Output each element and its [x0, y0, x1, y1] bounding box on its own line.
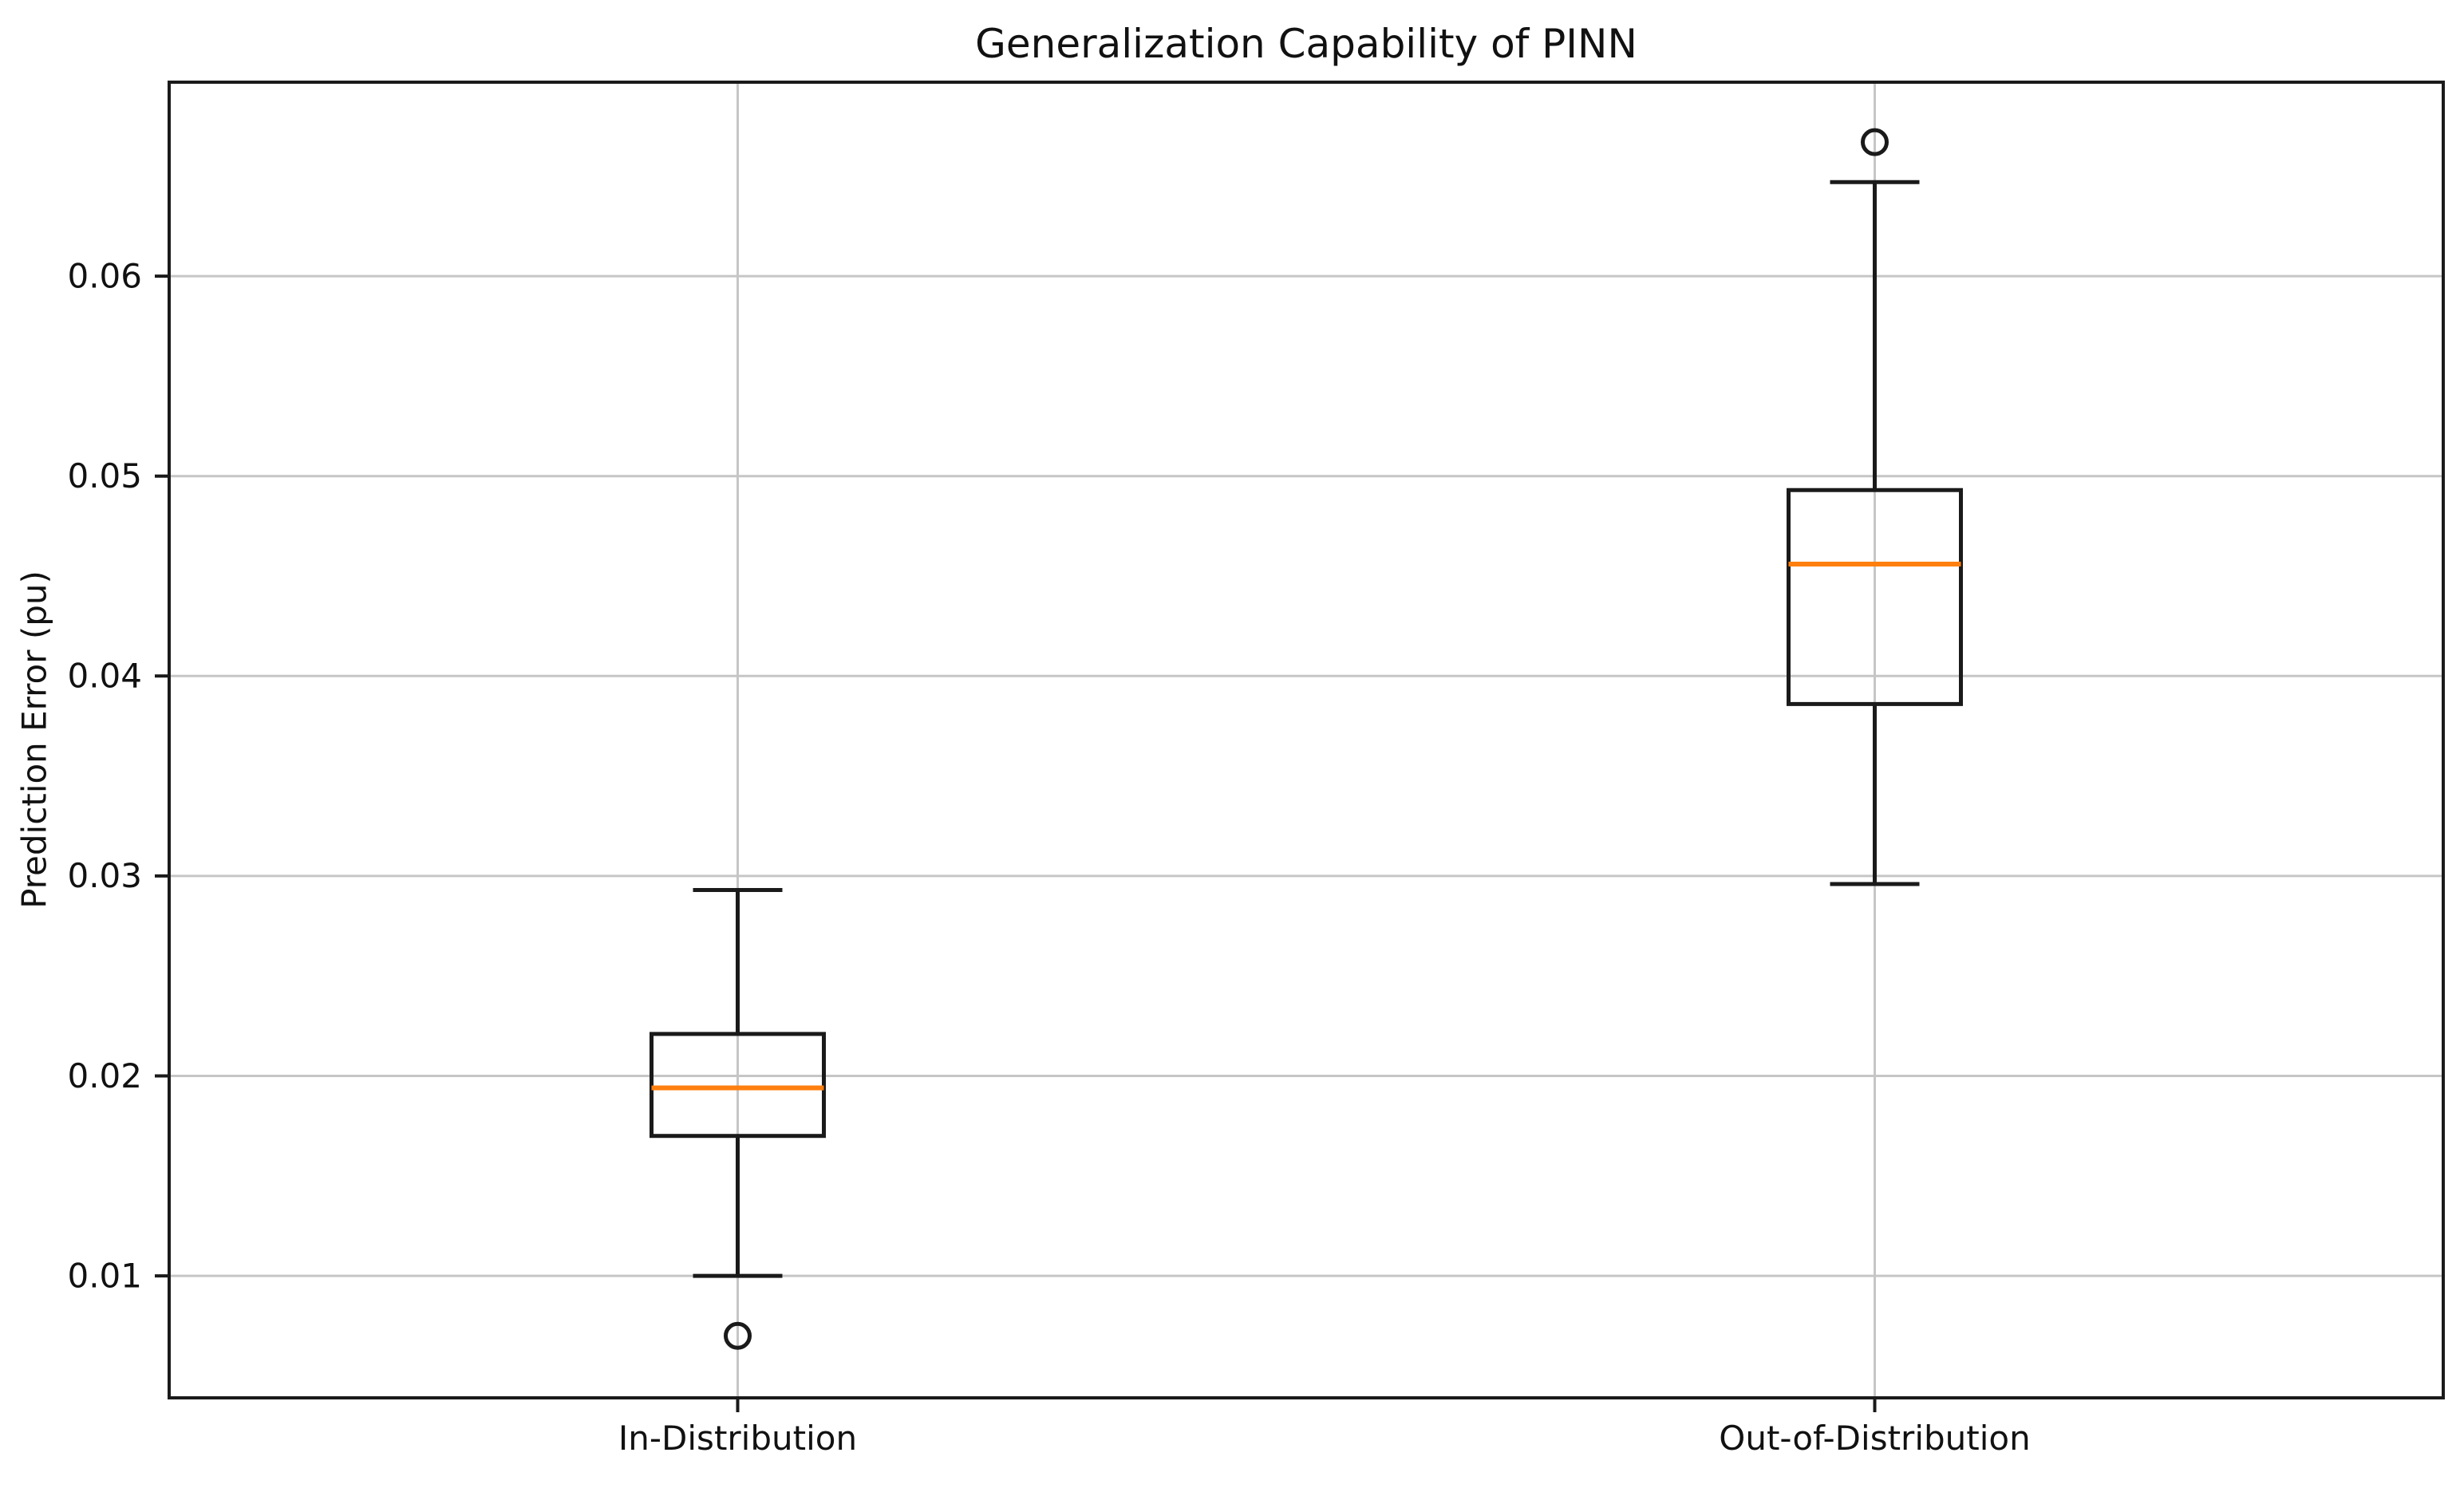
x-tick-label: Out-of-Distribution — [1719, 1419, 2030, 1458]
chart-title: Generalization Capability of PINN — [975, 21, 1637, 67]
outlier-marker — [724, 1321, 752, 1350]
plot-border — [168, 81, 2445, 1399]
iqr-box — [1787, 487, 1963, 706]
x-tick-label: In-Distribution — [618, 1419, 857, 1458]
y-tick-label: 0.03 — [67, 856, 142, 895]
y-tick-label: 0.06 — [67, 256, 142, 295]
y-tick-label: 0.04 — [67, 657, 142, 696]
y-tick-label: 0.01 — [67, 1256, 142, 1295]
outlier-marker — [1861, 128, 1889, 156]
iqr-box — [650, 1032, 826, 1139]
y-tick-label: 0.05 — [67, 456, 142, 495]
y-tick-label: 0.02 — [67, 1056, 142, 1095]
